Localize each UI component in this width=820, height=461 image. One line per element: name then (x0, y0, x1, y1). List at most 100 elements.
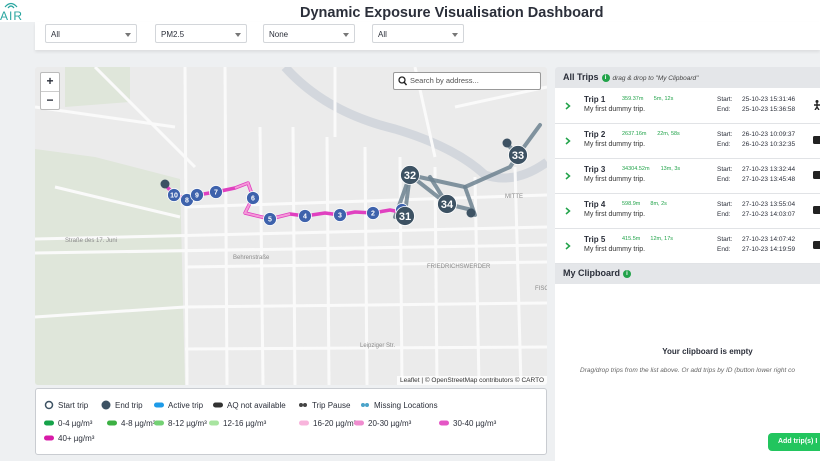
filter-bar: All PM2.5 None All (35, 22, 820, 50)
marker-label: 7 (214, 190, 218, 197)
legend-item: 40+ µg/m³ (44, 433, 94, 443)
chevron (565, 207, 571, 215)
place-label: FISCHER (535, 286, 547, 292)
street (93, 67, 197, 169)
legend-label: 30-40 µg/m³ (453, 418, 497, 428)
arrow (235, 33, 241, 37)
icon-part (813, 136, 820, 144)
info-icon: i (623, 270, 632, 278)
street (258, 126, 265, 385)
trip-duration: 13m, 3s (660, 166, 681, 172)
trip-marker[interactable] (167, 188, 181, 202)
end-dot (466, 208, 476, 218)
trip-marker[interactable] (508, 145, 528, 165)
trip-row[interactable]: Trip 1 359.37m 5m, 12s My first dummy trip.… (555, 90, 820, 124)
legend-label: Start trip (58, 400, 89, 410)
filter-select[interactable]: All (45, 24, 137, 43)
trips-header: All Trips i drag & drop to "My Clipboard" (555, 67, 820, 88)
top-bar: AIR Dynamic Exposure Visualisation Dashb… (0, 0, 820, 23)
filter-select[interactable]: None (263, 24, 355, 43)
legend-swatch (154, 420, 164, 426)
map-canvas: MITTE FRIEDRICHSWERDER FISCHER Behrenstraße… (35, 67, 547, 385)
icon-part (813, 171, 820, 179)
legend-label: Trip Pause (312, 400, 351, 410)
add-trips-button[interactable]: Add trip(s) I (768, 433, 820, 451)
trip-marker[interactable] (209, 185, 223, 199)
marker-label: 3 (338, 213, 342, 220)
end-label: End: (717, 106, 731, 113)
street (183, 67, 189, 385)
trip-distance: 359.37m (622, 96, 644, 102)
trip-marker[interactable] (246, 191, 260, 205)
trip-marker[interactable] (395, 206, 415, 226)
street (223, 67, 229, 385)
trips-hint: drag & drop to "My Clipboard" (612, 75, 699, 82)
street (35, 305, 186, 319)
marker-label: 8 (185, 198, 189, 205)
trip-name: Trip 2 (584, 130, 606, 139)
legend-label: Missing Locations (374, 400, 438, 410)
trip-end: 27-10-23 13:45:48 (742, 176, 796, 183)
trip-marker[interactable] (333, 208, 347, 222)
trip-marker[interactable] (263, 212, 277, 226)
street (513, 166, 523, 385)
clipboard-empty-title: Your clipboard is empty (662, 347, 753, 356)
filter-value: All (51, 30, 60, 39)
legend-icon (44, 400, 54, 410)
zoom-in[interactable]: + (41, 73, 59, 92)
legend-label: 12-16 µg/m³ (223, 418, 267, 428)
filter-select[interactable]: PM2.5 (155, 24, 247, 43)
place-label: Leipziger Str. (360, 343, 395, 349)
trip-row[interactable]: Trip 5 415.5m 12m, 17s My first dummy trip.… (555, 230, 820, 264)
legend-item: Active trip (154, 400, 203, 410)
end-dot (502, 138, 512, 148)
legend: Start trip End trip Active trip AQ not avai… (35, 388, 547, 455)
trip-marker[interactable] (437, 194, 457, 214)
dropdown-arrow (235, 33, 241, 37)
legend-icon (303, 403, 307, 407)
transport-icon (814, 100, 820, 110)
marker-label: 5 (268, 217, 272, 224)
trip-row[interactable]: Trip 2 2637.16m 22m, 58s My first dummy tri… (555, 125, 820, 159)
legend-label: 40+ µg/m³ (58, 433, 95, 443)
clipboard-title: My Clipboard (563, 268, 621, 278)
place-label: Straße des 17. Juni (65, 238, 117, 244)
legend-label: 0-4 µg/m³ (58, 418, 93, 428)
legend-symbol (299, 403, 307, 407)
marker-label: 10 (170, 193, 178, 200)
map[interactable]: MITTE FRIEDRICHSWERDER FISCHER Behrenstraße… (35, 67, 547, 385)
street (398, 156, 404, 385)
icon-part (815, 100, 819, 103)
legend-symbol (439, 420, 449, 426)
trip-row[interactable]: Trip 3 34304.52m 13m, 3s My first dummy tri… (555, 160, 820, 194)
dropdown-arrow (452, 33, 458, 37)
trip-row[interactable]: Trip 4 598.9m 8m, 2s My first dummy trip. St… (555, 195, 820, 229)
legend-swatch (439, 420, 449, 426)
search-box[interactable]: Search by address... (393, 72, 541, 90)
trip-marker[interactable] (400, 165, 420, 185)
legend-item: 30-40 µg/m³ (439, 418, 496, 428)
expand-chevron (565, 137, 571, 145)
icon-part (813, 241, 820, 249)
legend-label: 4-8 µg/m³ (121, 418, 156, 428)
filter-value: PM2.5 (161, 30, 185, 39)
street (291, 126, 297, 385)
search-icon (398, 76, 407, 86)
legend-item: 20-30 µg/m³ (354, 418, 411, 428)
trip-marker[interactable] (190, 188, 204, 202)
trip-route-grey (403, 171, 474, 215)
trip-marker[interactable] (366, 206, 380, 220)
trip-start: 27-10-23 13:32:44 (742, 166, 796, 173)
zoom-out[interactable]: − (46, 93, 54, 107)
legend-symbol (361, 403, 369, 407)
legend-symbol (107, 420, 117, 426)
marker-label: 9 (195, 193, 199, 200)
dropdown-arrow (125, 33, 131, 37)
marker-label: 31 (399, 211, 411, 223)
filter-select[interactable]: All (372, 24, 464, 43)
legend-item: 0-4 µg/m³ (44, 418, 92, 428)
legend-label: End trip (115, 400, 143, 410)
place-label: FRIEDRICHSWERDER (427, 264, 491, 270)
trip-marker[interactable] (298, 209, 312, 223)
clipboard-header: My Clipboard i (555, 263, 820, 284)
